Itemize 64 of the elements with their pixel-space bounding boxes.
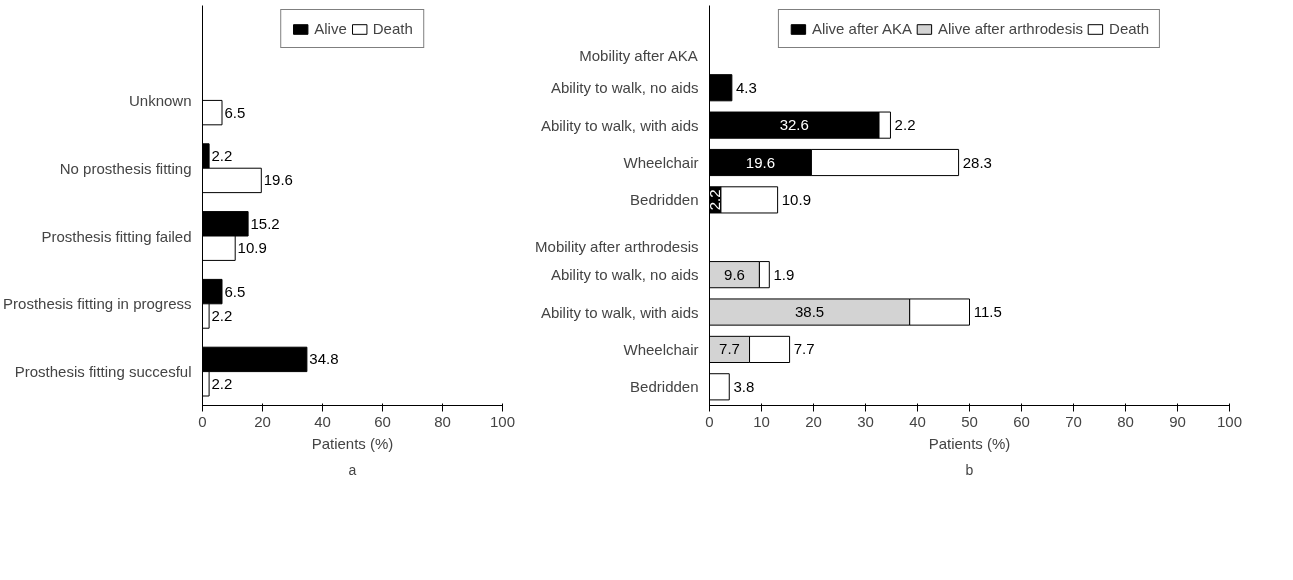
y-tick-label: Prosthesis fitting succesful [14,363,192,381]
data-label: 10.9 [237,239,267,257]
data-label: 3.8 [733,377,755,395]
text: a [348,461,357,478]
x-tick-label: 60 [374,412,391,430]
data-label: 10.9 [781,190,811,208]
legend-label: Death [1109,20,1150,37]
x-tick-label: 100 [1216,412,1243,430]
data-label: 7.7 [719,340,740,358]
data-label: 2.2 [211,147,233,165]
text: b [965,461,974,478]
y-tick-label: Prosthesis fitting in progress [3,295,192,313]
x-tick-label: 90 [1169,412,1186,430]
y-tick-label: Ability to walk, with aids [540,303,699,321]
data-label: 32.6 [779,116,809,134]
legend-label: Alive after arthrodesis [937,20,1084,37]
x-tick-label: 0 [198,412,207,430]
data-label: 1.9 [773,265,795,283]
data-label: 2.2 [894,116,916,134]
x-tick-label: 40 [909,412,926,430]
y-tick-label: Ability to walk, with aids [540,116,699,134]
x-tick-label: 20 [805,412,822,430]
y-tick-label: Ability to walk, no aids [550,79,699,97]
y-tick-label: Prosthesis fitting failed [41,227,192,245]
data-label: 15.2 [250,214,280,232]
x-tick-label: 80 [434,412,451,430]
legend-label: Death [372,20,413,37]
legend-label: Alive [314,20,347,37]
x-tick-label: 50 [961,412,978,430]
data-label: 2.2 [706,189,724,211]
data-label: 34.8 [309,350,339,368]
x-tick-label: 20 [254,412,271,430]
data-label: 2.2 [211,374,233,392]
data-label: 19.6 [745,153,776,171]
data-label: 19.6 [263,171,293,189]
x-tick-label: 80 [1117,412,1134,430]
data-label: 28.3 [962,153,992,171]
y-tick-label: Wheelchair [623,340,699,358]
x-tick-label: 60 [1013,412,1030,430]
data-label: 4.3 [736,78,757,96]
data-label: 2.2 [211,307,233,325]
y-tick-label: Wheelchair [623,154,699,172]
data-label: 38.5 [795,303,825,321]
y-tick-label: Bedridden [630,378,699,396]
text: Mobility after AKA [579,47,698,65]
x-tick-label: 30 [857,412,874,430]
data-label: 9.6 [724,265,745,283]
x-tick-label: 10 [753,412,770,430]
data-label: 6.5 [224,282,246,300]
x-axis-title: Patients (%) [928,434,1011,452]
y-tick-label: No prosthesis fitting [59,159,192,177]
x-tick-label: 70 [1065,412,1082,430]
y-tick-label: Unknown [128,91,192,109]
x-tick-label: 0 [705,412,714,430]
text: Mobility after arthrodesis [535,238,699,256]
x-tick-label: 100 [489,412,516,430]
data-label: 6.5 [224,103,246,121]
data-label: 11.5 [973,303,1002,321]
x-tick-label: 40 [314,412,331,430]
data-label: 7.7 [793,340,815,358]
legend-label: Alive after AKA [811,20,912,37]
y-tick-label: Ability to walk, no aids [550,266,699,284]
x-axis-title: Patients (%) [311,434,394,452]
y-tick-label: Bedridden [630,191,699,209]
